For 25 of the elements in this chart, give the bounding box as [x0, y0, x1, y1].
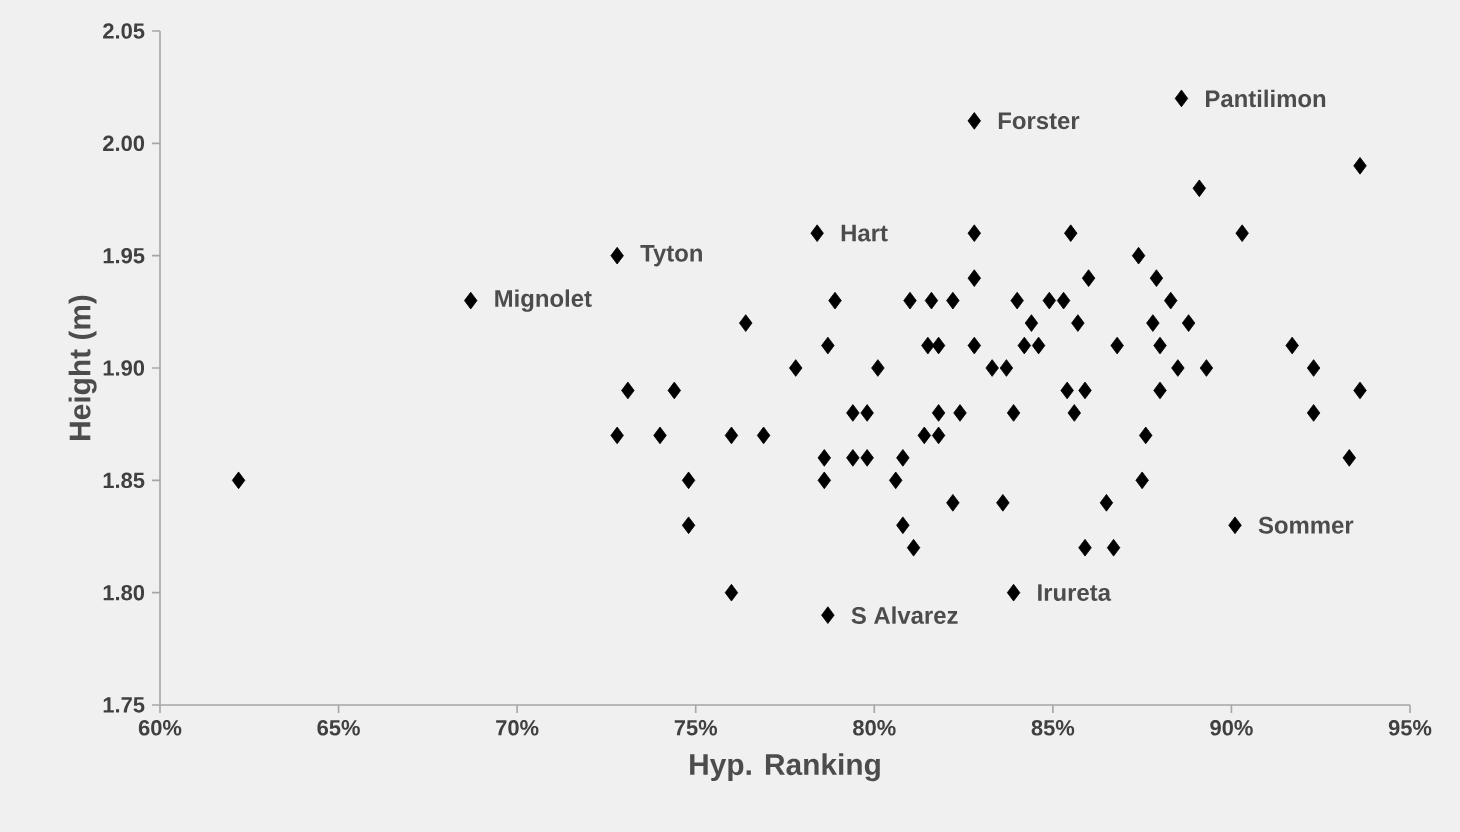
- annotation: Hart: [841, 224, 888, 242]
- x-tick-label: 75%: [674, 720, 718, 736]
- x-tick-label: 80%: [853, 720, 896, 736]
- x-tick-label: 60%: [138, 720, 182, 736]
- annotation: Mignolet: [495, 289, 592, 312]
- y-tick-label: 1.80: [103, 584, 145, 601]
- annotation: S Alvarez: [851, 606, 958, 624]
- x-tick-label: 65%: [317, 720, 360, 736]
- annotation: Tyton: [640, 244, 702, 267]
- x-tick-label: 90%: [1210, 720, 1253, 736]
- y-tick-label: 2.00: [103, 135, 145, 152]
- annotation: Pantilimon: [1206, 89, 1326, 108]
- x-tick-label: 70%: [496, 720, 539, 736]
- x-axis-title: Hyp. Ranking: [690, 753, 880, 782]
- y-tick-label: 1.95: [103, 247, 145, 264]
- y-tick-label: 1.75: [103, 697, 145, 713]
- y-tick-label: 1.90: [103, 360, 145, 376]
- annotation: Sommer: [1258, 516, 1354, 534]
- annotation: Irureta: [1038, 584, 1112, 601]
- y-tick-label: 2.05: [103, 23, 145, 39]
- x-tick-label: 95%: [1388, 720, 1432, 736]
- y-axis-title: Height (m): [68, 295, 97, 440]
- x-tick-label: 85%: [1031, 720, 1075, 736]
- annotation: Forster: [998, 112, 1080, 130]
- y-tick-label: 1.85: [103, 472, 145, 489]
